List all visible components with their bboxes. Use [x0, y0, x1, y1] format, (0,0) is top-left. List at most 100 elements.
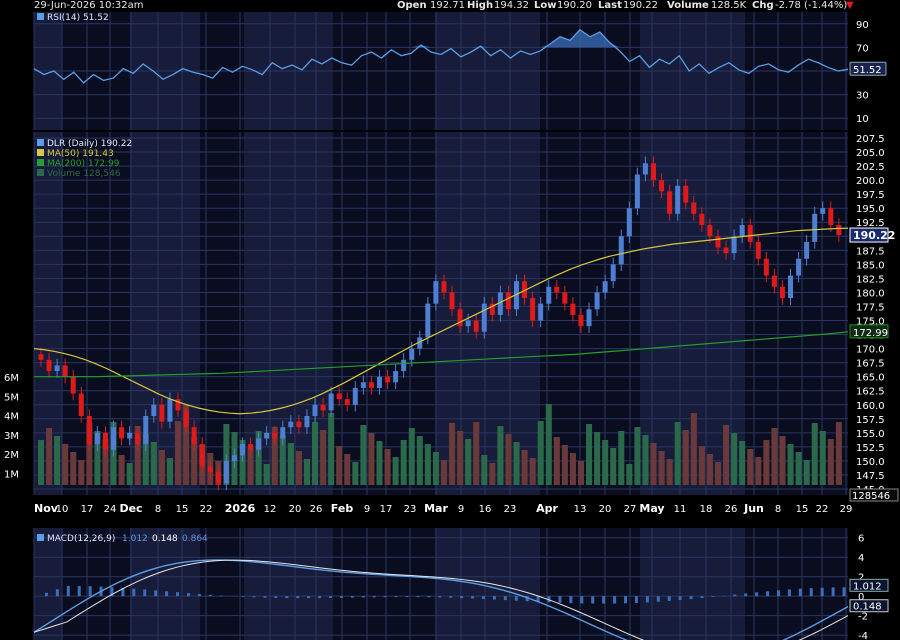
volume-bar — [239, 440, 246, 485]
candle-body — [659, 180, 665, 192]
candle-body — [256, 438, 262, 450]
volume-bar — [465, 439, 472, 485]
volume-value: 128.5K — [711, 0, 747, 11]
ma200-value-box — [849, 324, 889, 339]
candle-body — [280, 427, 286, 439]
volume-bar — [569, 453, 576, 485]
price-tick-label: 147.5 — [856, 471, 885, 482]
price-legend-icon — [37, 139, 44, 146]
candle-body — [642, 163, 648, 175]
candle-body — [731, 236, 737, 254]
macd-histogram-bar — [689, 596, 693, 600]
macd-histogram-bar — [831, 587, 835, 597]
rsi-tick-label: 10 — [856, 114, 869, 125]
candle-body — [183, 410, 189, 428]
candle-body — [779, 286, 785, 299]
price-tick-label: 175.0 — [856, 317, 885, 328]
price-tick-label: 155.0 — [856, 429, 885, 440]
volume-bar — [747, 449, 754, 485]
month-band — [34, 528, 62, 640]
candle-body — [626, 208, 632, 237]
candle-body — [119, 427, 125, 439]
candle-body — [304, 415, 310, 428]
volume-bar — [827, 439, 834, 485]
volume-tick-label: 3M — [4, 431, 19, 442]
price-tick-label: 197.5 — [856, 190, 885, 201]
x-axis-label: 22 — [816, 504, 829, 515]
x-axis-label: 9 — [458, 504, 464, 515]
x-axis-label: Apr — [536, 502, 558, 515]
macd-tick-label: 2 — [858, 573, 864, 584]
price-tick-label: 200.0 — [856, 176, 885, 187]
macd-histogram-bar — [842, 587, 846, 597]
candle-body — [175, 399, 181, 411]
macd-histogram-bar — [143, 589, 147, 597]
macd-last-box — [849, 578, 889, 592]
x-axis-label: 23 — [504, 504, 517, 515]
candle-body — [554, 286, 560, 293]
rsi-last-value-box — [849, 61, 887, 76]
macd-histogram-bar — [634, 596, 638, 603]
macd-histogram-bar — [809, 588, 813, 597]
volume-bar — [473, 422, 480, 485]
macd-legend-value: 1.012 — [122, 534, 148, 544]
volume-bar — [191, 437, 198, 485]
macd-histogram-bar — [820, 587, 824, 597]
x-axis-label: 10 — [56, 504, 69, 515]
candle-body — [562, 292, 568, 304]
volume-bar — [505, 434, 512, 485]
price-tick-label: 177.5 — [856, 302, 885, 313]
candle-body — [796, 258, 802, 276]
volume-bar — [755, 457, 762, 485]
macd-histogram-bar — [44, 592, 48, 597]
candle-body — [715, 236, 721, 248]
price-tick-label: 187.5 — [856, 246, 885, 257]
volume-tick-label: 4M — [4, 412, 19, 423]
volume-tick-label: 5M — [4, 392, 19, 403]
rsi-last-value: 51.52 — [853, 65, 882, 76]
macd-histogram-bar — [186, 593, 190, 597]
volume-bar — [787, 444, 794, 485]
candle-body — [457, 309, 463, 327]
price-tick-label: 180.0 — [856, 288, 885, 299]
ma200-value-label: 172.99 — [853, 328, 888, 339]
candle-body — [231, 455, 237, 461]
volume-bar — [46, 428, 53, 485]
volume-bar — [553, 437, 560, 485]
candle-body — [143, 415, 149, 445]
volume-bar — [62, 444, 69, 485]
volume-bar — [731, 433, 738, 485]
rsi-tick-label: 90 — [856, 20, 869, 31]
candle-body — [336, 393, 342, 400]
macd-histogram-bar — [558, 596, 562, 603]
open-value: 192.71 — [430, 0, 465, 11]
chg-label: Chg — [752, 0, 774, 11]
candle-body — [763, 258, 769, 276]
macd-histogram-bar — [55, 589, 59, 597]
macd-histogram-bar — [667, 596, 671, 601]
macd-tick-label: 0 — [858, 592, 864, 603]
volume-bar — [175, 421, 182, 485]
macd-histogram-bar — [536, 596, 540, 602]
candle-body — [755, 241, 761, 259]
candle-body — [401, 359, 407, 372]
candle-body — [449, 292, 455, 310]
volume-bar — [384, 449, 391, 485]
macd-histogram-bar — [624, 596, 628, 604]
volume-bar — [400, 440, 407, 485]
macd-histogram-bar — [88, 586, 92, 597]
volume-bar — [142, 434, 149, 485]
candle-body — [264, 432, 270, 439]
candle-body — [393, 371, 399, 383]
candle-body — [812, 213, 818, 242]
x-axis-label: 23 — [404, 504, 417, 515]
volume-bar — [561, 445, 568, 485]
candle-body — [578, 314, 584, 327]
candle-body — [675, 185, 681, 214]
candle-body — [62, 365, 68, 377]
ma200-line — [34, 331, 849, 378]
volume-bar — [642, 435, 649, 485]
volume-last-label: 128546 — [852, 491, 890, 502]
x-axis-label: 11 — [674, 504, 687, 515]
volume-bar — [634, 427, 641, 485]
